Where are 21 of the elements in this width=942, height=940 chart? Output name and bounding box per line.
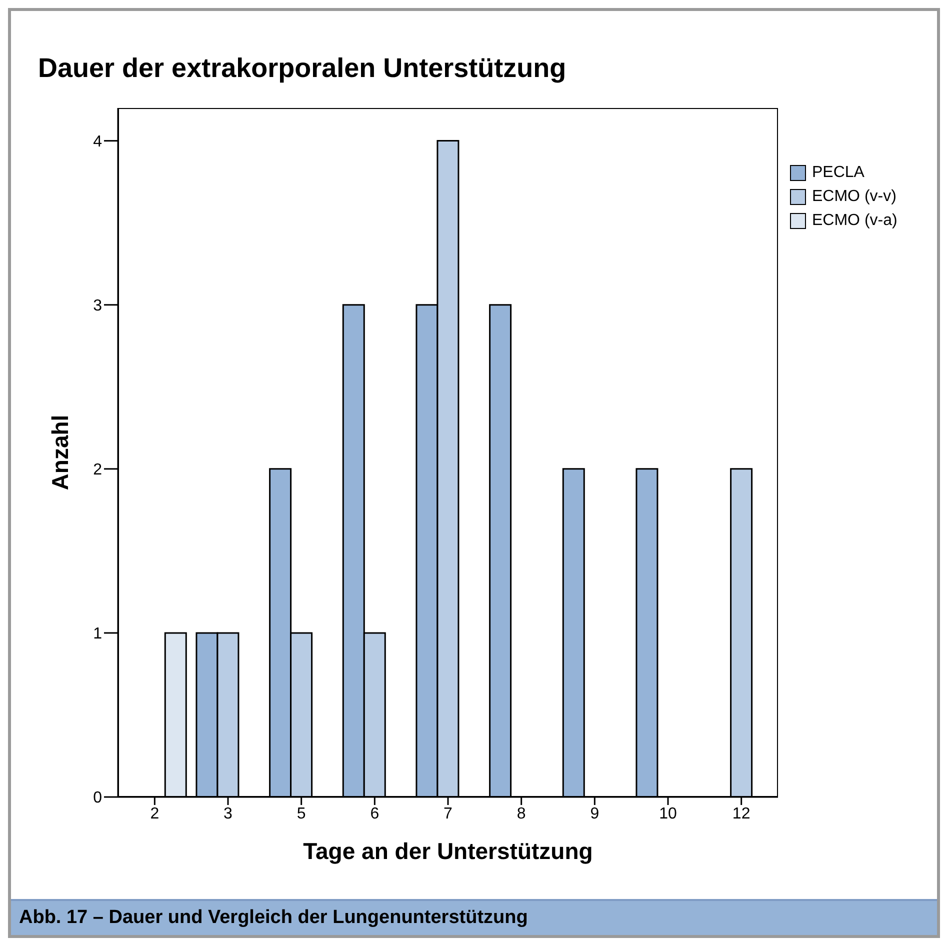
y-tick-label: 3 [93, 298, 102, 315]
y-axis-title: Anzahl [47, 414, 74, 490]
x-tick-label: 2 [150, 805, 160, 822]
legend-label: PECLA [812, 164, 864, 182]
y-tick-label: 4 [93, 133, 102, 150]
x-tick-label: 3 [224, 805, 233, 822]
x-tick-label: 9 [590, 805, 600, 822]
x-tick-label: 10 [659, 805, 677, 822]
caption: Abb. 17 – Dauer und Vergleich der Lungenunterstützung [11, 899, 937, 935]
y-tick-label: 1 [93, 626, 102, 643]
y-tick-label: 0 [93, 790, 102, 807]
x-tick-label: 5 [296, 805, 306, 822]
x-tick-label: 7 [444, 805, 453, 822]
x-tick-label: 6 [370, 805, 380, 822]
chart-title: Dauer der extrakorporalen Unterstützung [38, 53, 566, 84]
legend-label: ECMO (v-a) [812, 212, 898, 230]
x-axis-title: Tage an der Unterstützung [303, 838, 593, 864]
x-tick-label: 8 [516, 805, 526, 822]
x-tick-label: 12 [732, 805, 750, 822]
y-tick-label: 2 [93, 462, 102, 479]
legend-label: ECMO (v-v) [812, 188, 896, 206]
